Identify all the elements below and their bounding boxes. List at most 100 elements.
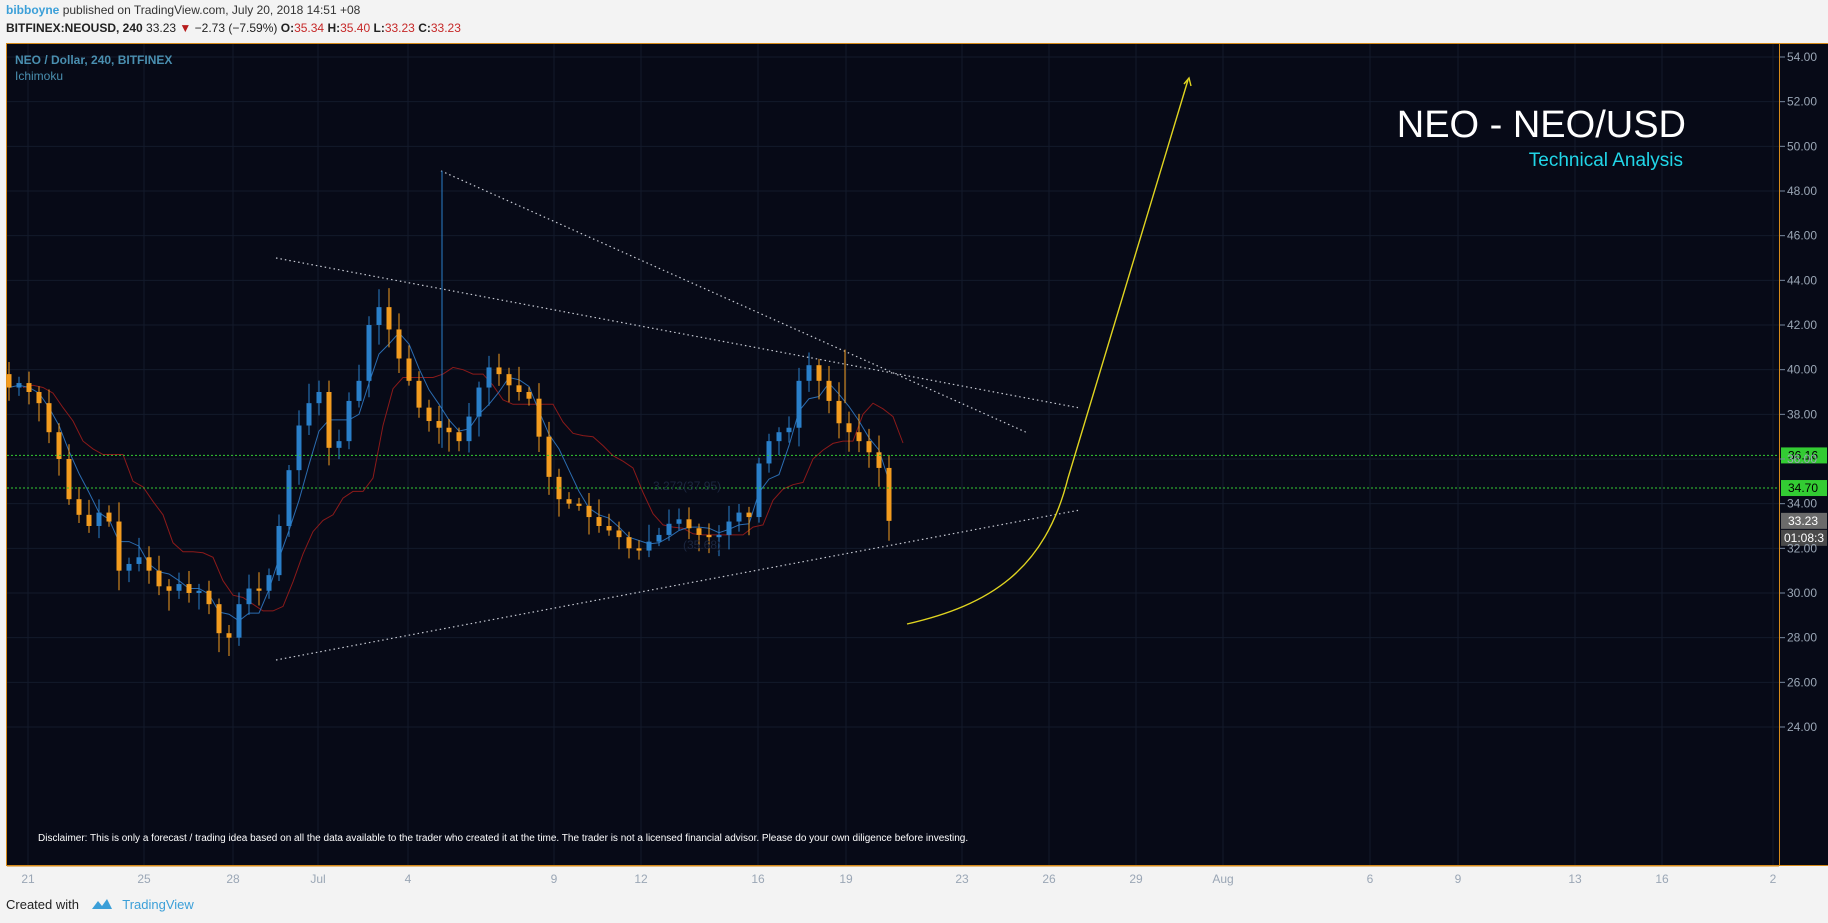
x-axis: 21 25 28 Jul 4 9 12 16 19 23 26 29 Aug 6 9 13 16 2 [7,865,1779,886]
author-link[interactable]: bibboyne [6,3,60,17]
down-arrow-icon: ▼ [179,21,192,35]
fib-label-1: 3.272(37.95) [653,479,721,493]
candle-body [766,441,772,464]
high-label: H: [327,21,341,35]
last-price: 33.23 [146,21,177,35]
x-tick-label: 2 [1770,872,1777,886]
x-tick-label: 26 [1042,872,1056,886]
x-tick-label: Aug [1212,872,1233,886]
candle-body [436,421,442,428]
y-tick-label: 54.00 [1787,50,1817,64]
candle-body [416,380,422,408]
candle-body [866,441,872,453]
forecast-path [906,79,1189,625]
candle-body [276,526,282,576]
candle-body [6,374,12,388]
y-tick-label: 40.00 [1787,363,1817,377]
candle-body [526,392,532,399]
candle-body [386,307,392,330]
close-value: 33.23 [430,21,461,35]
y-tick-label: 38.00 [1787,407,1817,421]
candle-body [76,499,82,515]
candle-body [786,427,792,433]
x-tick-label: 16 [751,872,765,886]
candle-body [366,325,372,381]
candles [6,170,892,656]
candle-body [546,436,552,477]
y-axis: 24.00 26.00 28.00 30.00 32.00 34.00 36.00 38.00… [1780,50,1817,734]
y-tick-label: 44.00 [1787,273,1817,287]
x-tick-label: 9 [1455,872,1462,886]
level-price-label: 34.70 [1788,481,1818,495]
candle-body [136,557,142,564]
x-tick-label: 4 [405,872,412,886]
trend-lines [275,170,1079,661]
candle-body [666,523,672,535]
candle-body [466,416,472,442]
tradingview-link[interactable]: TradingView [122,897,194,912]
candle-body [606,526,612,531]
y-tick-label: 26.00 [1787,675,1817,689]
candle-body [346,400,352,442]
y-tick-label: 30.00 [1787,586,1817,600]
chart-title: NEO - NEO/USD [1397,104,1686,146]
x-tick-label: 9 [551,872,558,886]
candle-body [26,383,32,392]
candle-body [196,590,202,593]
candle-body [156,570,162,587]
level-price-label: 36.16 [1788,448,1818,462]
x-tick-label: 29 [1129,872,1143,886]
x-tick-label: 16 [1655,872,1669,886]
support-trendline [275,509,1079,661]
low-value: 33.23 [384,21,415,35]
candle-body [806,365,812,381]
tradingview-logo-icon [91,898,113,913]
candle-body [266,575,272,591]
forecast-curve [906,76,1192,625]
legend-title: NEO / Dollar, 240, BITFINEX [15,53,172,67]
candle-body [516,385,522,392]
candle-body [776,432,782,442]
candle-body [736,512,742,522]
disclaimer: Disclaimer: This is only a forecast / tr… [38,833,968,844]
y-tick-label: 50.00 [1787,139,1817,153]
level-price-tag [1781,447,1827,464]
candle-body [176,584,182,591]
candle-body [626,537,632,549]
candle-body [816,365,822,381]
candle-body [66,459,72,500]
candle-body [216,604,222,634]
created-with-label: Created with [6,897,79,912]
candle-body [726,521,732,535]
steep-trendline [440,170,1027,433]
open-label: O: [280,21,295,35]
y-tick-label: 28.00 [1787,631,1817,645]
high-value: 35.40 [340,21,371,35]
candle-body [126,563,132,571]
ohlc-bar: BITFINEX:NEOUSD, 240 33.23 ▼ −2.73 (−7.5… [6,21,461,35]
candle-body [236,604,242,638]
candle-body [486,367,492,388]
candle-body [426,407,432,422]
ichimoku-lines [8,332,904,622]
kijun-line [22,366,904,612]
fib-label-2: (35.68) [683,538,721,552]
last-price-label: 33.23 [1788,514,1818,528]
x-tick-label: 25 [137,872,151,886]
candle-body [376,307,382,325]
y-tick-label: 32.00 [1787,541,1817,555]
candle-body [356,380,362,401]
candle-body [616,530,622,538]
level-lines: 36.16 34.70 33.23 01:08:3 [7,447,1827,546]
candle-body [46,403,52,433]
upper-trendline [275,257,1079,409]
candle-body [166,586,172,591]
candle-body [326,392,332,448]
low-label: L: [373,21,385,35]
candle-body [706,534,712,538]
candle-body [646,541,652,551]
candle-body [36,392,42,404]
candle-body [696,528,702,535]
candle-body [396,329,402,359]
